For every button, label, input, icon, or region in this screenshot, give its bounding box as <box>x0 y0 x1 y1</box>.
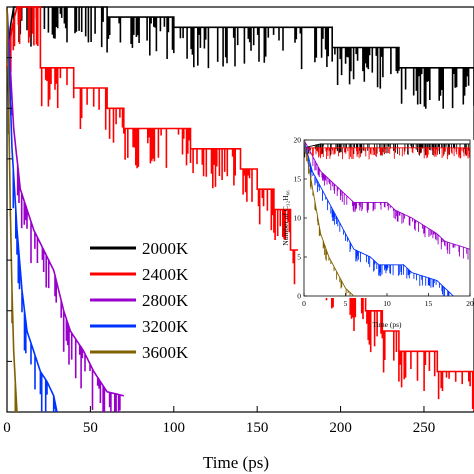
legend-label-2000k: 2000K <box>142 239 189 258</box>
inset-chart: 0 5 10 15 20 0 5 10 15 20 Time (ps) Number of C₃₂… <box>281 136 474 329</box>
inset-series-line-3200k <box>303 139 454 297</box>
legend-label-2400k: 2400K <box>142 265 189 284</box>
x-tick-label: 200 <box>329 420 352 436</box>
inset-axes: 0 5 10 15 20 0 5 10 15 20 <box>294 136 474 309</box>
inset-series-group <box>303 139 471 297</box>
inset-series-line-3600k <box>303 139 355 297</box>
series-line-3600k <box>6 6 18 413</box>
series-line-2400k <box>6 6 474 412</box>
x-tick-label: 250 <box>413 420 436 436</box>
inset-x-axis-title: Time (ps) <box>372 320 402 329</box>
legend-label-2800k: 2800K <box>142 291 189 310</box>
inset-y-axis-title: Number of C₃₂H₆₆ <box>281 190 290 246</box>
inset-series-line-2000k <box>303 143 470 158</box>
legend-label-3600k: 3600K <box>142 343 189 362</box>
x-tick-label: 100 <box>163 420 186 436</box>
inset-x-tick-label: 15 <box>425 299 433 308</box>
inset-background <box>298 140 474 298</box>
x-tick-label: 0 <box>3 420 11 436</box>
inset-series-line-2400k <box>304 147 470 160</box>
main-x-axis: 0 50 100 150 200 250 <box>3 6 436 436</box>
x-tick-label: 50 <box>83 420 98 436</box>
inset-x-tick-label: 20 <box>466 299 474 308</box>
inset-y-tick-label: 10 <box>294 214 302 223</box>
inset-y-tick-label: 20 <box>294 136 302 145</box>
inset-x-tick-label: 5 <box>344 299 348 308</box>
series-line-3200k <box>6 6 58 413</box>
inset-y-tick-label: 15 <box>294 175 302 184</box>
main-series-group <box>6 6 474 413</box>
inset-x-tick-label: 0 <box>302 299 306 308</box>
legend: 2000K 2400K 2800K 3200K 3600K <box>90 239 189 362</box>
series-line-2800k <box>6 6 124 412</box>
inset-x-tick-label: 10 <box>383 299 391 308</box>
x-axis-title: Time (ps) <box>203 453 269 472</box>
x-tick-label: 150 <box>246 420 269 436</box>
inset-y-tick-label: 0 <box>297 292 301 301</box>
legend-label-3200k: 3200K <box>142 317 189 336</box>
inset-y-tick-label: 5 <box>297 253 301 262</box>
series-line-2000k <box>6 6 474 109</box>
inset-series-line-2800k <box>303 139 471 260</box>
